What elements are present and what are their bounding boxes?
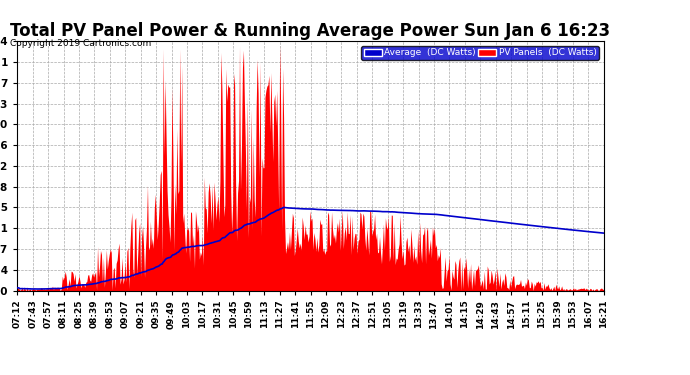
Title: Total PV Panel Power & Running Average Power Sun Jan 6 16:23: Total PV Panel Power & Running Average P…: [10, 22, 611, 40]
Legend: Average  (DC Watts), PV Panels  (DC Watts): Average (DC Watts), PV Panels (DC Watts): [361, 46, 599, 60]
Text: Copyright 2019 Cartronics.com: Copyright 2019 Cartronics.com: [10, 39, 152, 48]
